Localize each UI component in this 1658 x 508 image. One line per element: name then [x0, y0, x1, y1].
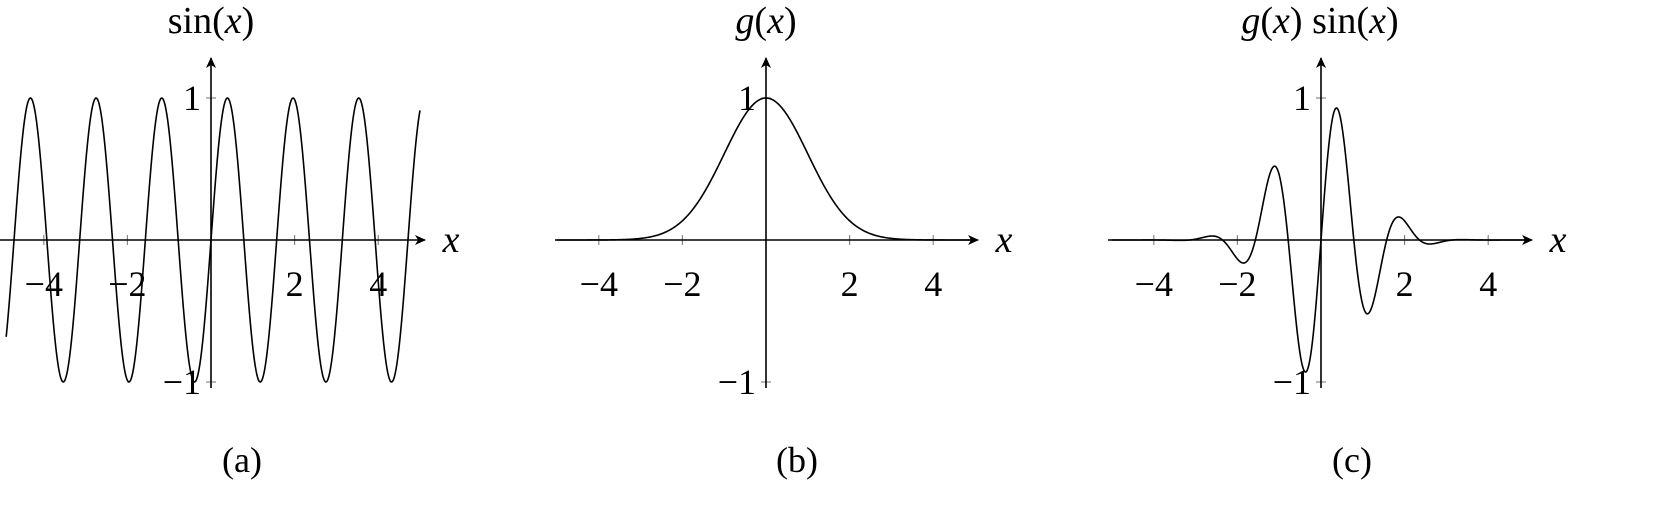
y-tick-label: 1	[183, 78, 201, 118]
panel-b: −4 −2 2 4 −1 1 x g(x) (b)	[555, 0, 1013, 480]
panel-title: sin(x)	[168, 0, 255, 42]
y-tick-label: −1	[163, 362, 201, 402]
x-tick-label: 2	[286, 264, 304, 304]
y-tick-label: 1	[1293, 78, 1311, 118]
panel-title: g(x) sin(x)	[1241, 0, 1398, 42]
y-tick-label: 1	[738, 78, 756, 118]
function-curve	[5, 97, 421, 383]
x-tick-label: 4	[1479, 264, 1497, 304]
x-axis-label: x	[995, 219, 1013, 261]
panel-a: −4 −2 2 4 −1 1 x sin(x) (a)	[0, 0, 460, 480]
x-tick-label: −4	[1135, 264, 1173, 304]
panel-caption: (a)	[222, 440, 262, 480]
x-tick-label: −2	[663, 264, 701, 304]
x-axis-label: x	[1549, 219, 1567, 261]
x-tick-label: −2	[1218, 264, 1256, 304]
x-tick-label: −4	[580, 264, 618, 304]
function-curve	[557, 97, 971, 241]
x-tick-label: −2	[108, 264, 146, 304]
x-tick-label: 2	[1396, 264, 1414, 304]
function-curve	[1112, 107, 1526, 373]
y-tick-label: −1	[718, 362, 756, 402]
y-tick-label: −1	[1273, 362, 1311, 402]
x-axis-label: x	[442, 219, 460, 261]
x-tick-label: 4	[924, 264, 942, 304]
panel-c: −4 −2 2 4 −1 1 x g(x) sin(x) (c)	[1108, 0, 1567, 480]
panel-caption: (b)	[776, 440, 818, 480]
x-tick-label: 2	[841, 264, 859, 304]
panel-caption: (c)	[1332, 440, 1372, 480]
x-tick-label: −4	[25, 264, 63, 304]
panel-title: g(x)	[735, 0, 796, 42]
x-tick-label: 4	[369, 264, 387, 304]
